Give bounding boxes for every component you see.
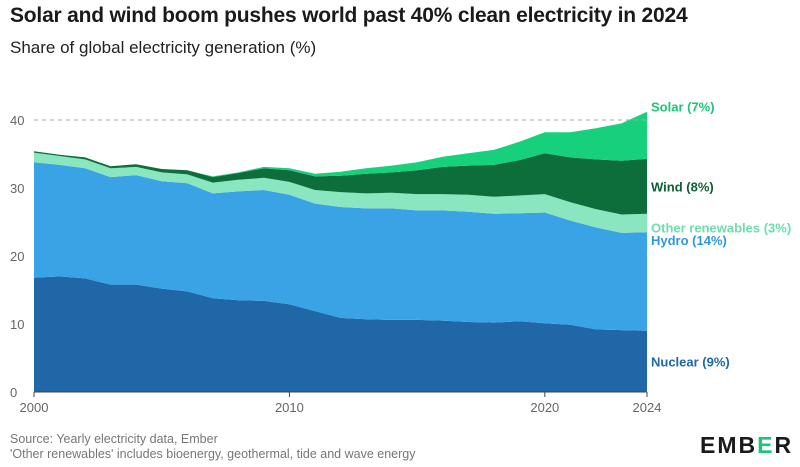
y-tick-label: 0 xyxy=(10,385,17,400)
x-tick-label: 2024 xyxy=(633,400,662,415)
source-note: Source: Yearly electricity data, Ember '… xyxy=(10,432,415,462)
area-nuclear xyxy=(34,276,647,392)
y-tick-label: 40 xyxy=(10,113,24,128)
area-hydro xyxy=(34,162,647,331)
series-labels: Nuclear (9%) Hydro (14%)Other renewables … xyxy=(651,99,791,369)
area-layers xyxy=(34,111,647,392)
series-label-nuclear: Nuclear (9%) xyxy=(651,354,730,369)
x-axis: 2000 2010 2020 2024 xyxy=(20,391,662,415)
x-tick-label: 2010 xyxy=(275,400,304,415)
footnote-line: 'Other renewables' includes bioenergy, g… xyxy=(10,447,416,461)
x-tick-label: 2020 xyxy=(530,400,559,415)
logo-text-part1: EMB xyxy=(700,432,758,458)
area-solar xyxy=(34,111,647,178)
series-label-hydro: Hydro (14%) xyxy=(651,233,727,248)
y-axis: 0 10 20 30 40 xyxy=(10,113,24,400)
series-label-wind: Wind (8%) xyxy=(651,179,714,194)
series-label-other-renewables: Other renewables (3%) xyxy=(651,220,791,235)
source-line: Source: Yearly electricity data, Ember xyxy=(10,432,218,446)
ember-logo: EMBER xyxy=(700,432,793,459)
chart-subtitle: Share of global electricity generation (… xyxy=(10,38,317,57)
chart-title: Solar and wind boom pushes world past 40… xyxy=(10,4,688,27)
y-tick-label: 30 xyxy=(10,181,24,196)
logo-text-part3: R xyxy=(774,432,794,458)
area-wind xyxy=(34,151,647,215)
y-tick-label: 20 xyxy=(10,249,24,264)
area-other-renewables xyxy=(34,152,647,233)
y-tick-label: 10 xyxy=(10,317,24,332)
logo-text-accent: E xyxy=(757,432,775,458)
series-label-solar: Solar (7%) xyxy=(651,99,715,114)
x-tick-label: 2000 xyxy=(20,400,49,415)
